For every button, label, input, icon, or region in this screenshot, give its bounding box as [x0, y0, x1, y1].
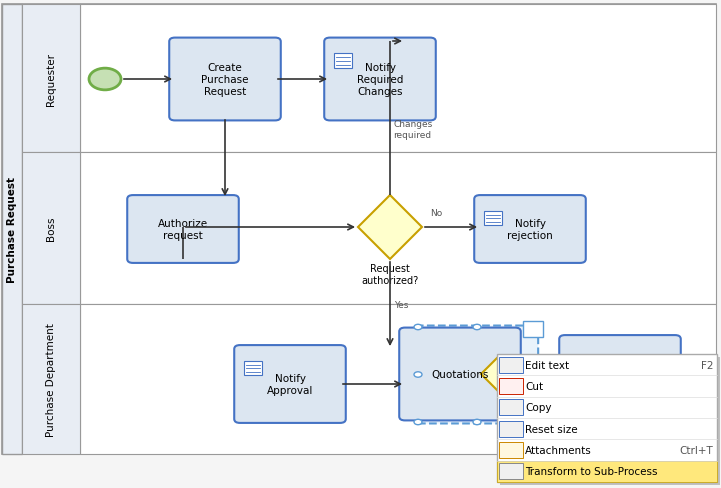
Text: Notify
Required
Changes: Notify Required Changes	[357, 63, 403, 97]
Text: Authorize
request: Authorize request	[158, 219, 208, 240]
FancyBboxPatch shape	[22, 153, 80, 305]
Circle shape	[532, 325, 540, 330]
Text: Ctrl+T: Ctrl+T	[679, 445, 713, 455]
Text: Purchase order: Purchase order	[580, 369, 660, 379]
FancyBboxPatch shape	[497, 461, 717, 482]
Circle shape	[89, 69, 121, 91]
FancyBboxPatch shape	[80, 305, 716, 454]
FancyBboxPatch shape	[324, 39, 435, 121]
FancyBboxPatch shape	[500, 357, 720, 485]
FancyBboxPatch shape	[499, 357, 523, 373]
FancyBboxPatch shape	[335, 54, 352, 69]
FancyBboxPatch shape	[497, 354, 717, 482]
Circle shape	[414, 372, 422, 377]
Text: Purchase Request: Purchase Request	[7, 177, 17, 283]
Circle shape	[532, 419, 540, 425]
Text: Attachments: Attachments	[525, 445, 592, 455]
Text: Transform to Sub-Process: Transform to Sub-Process	[525, 467, 658, 476]
Circle shape	[473, 419, 481, 425]
Text: Reset size: Reset size	[525, 424, 578, 434]
FancyBboxPatch shape	[499, 399, 523, 416]
FancyBboxPatch shape	[474, 196, 585, 264]
Text: Yes: Yes	[394, 300, 408, 309]
FancyBboxPatch shape	[523, 321, 543, 338]
FancyBboxPatch shape	[169, 39, 280, 121]
Text: Quotations: Quotations	[431, 369, 489, 379]
FancyBboxPatch shape	[499, 463, 523, 480]
FancyBboxPatch shape	[80, 153, 716, 305]
FancyBboxPatch shape	[244, 361, 262, 376]
Circle shape	[414, 419, 422, 425]
Text: Purchase Department: Purchase Department	[46, 323, 56, 436]
Circle shape	[414, 325, 422, 330]
Text: Boss: Boss	[46, 216, 56, 241]
Text: Request
authorized?: Request authorized?	[361, 264, 419, 285]
FancyBboxPatch shape	[2, 5, 716, 454]
FancyBboxPatch shape	[2, 5, 22, 454]
Text: Copy: Copy	[525, 403, 552, 412]
Text: Create
Purchase
Request: Create Purchase Request	[201, 63, 249, 97]
FancyBboxPatch shape	[499, 442, 523, 458]
Text: Notify
Approval: Notify Approval	[267, 373, 313, 395]
FancyBboxPatch shape	[499, 421, 523, 437]
Text: F2: F2	[701, 360, 713, 370]
FancyBboxPatch shape	[22, 5, 80, 153]
Polygon shape	[358, 196, 422, 260]
FancyBboxPatch shape	[22, 305, 80, 454]
FancyBboxPatch shape	[127, 196, 239, 264]
Text: Cut: Cut	[525, 381, 543, 391]
FancyBboxPatch shape	[416, 326, 538, 424]
FancyBboxPatch shape	[499, 378, 523, 394]
FancyBboxPatch shape	[559, 335, 681, 413]
Text: Notify
rejection: Notify rejection	[507, 219, 553, 240]
Text: Edit text: Edit text	[525, 360, 569, 370]
FancyBboxPatch shape	[234, 346, 346, 423]
Circle shape	[473, 325, 481, 330]
Text: No: No	[430, 208, 442, 218]
Circle shape	[532, 372, 540, 377]
Text: Changes
required: Changes required	[393, 120, 433, 140]
Text: Requester: Requester	[46, 52, 56, 105]
FancyBboxPatch shape	[485, 211, 502, 226]
Polygon shape	[481, 358, 513, 390]
FancyBboxPatch shape	[80, 5, 716, 153]
FancyBboxPatch shape	[399, 328, 521, 421]
